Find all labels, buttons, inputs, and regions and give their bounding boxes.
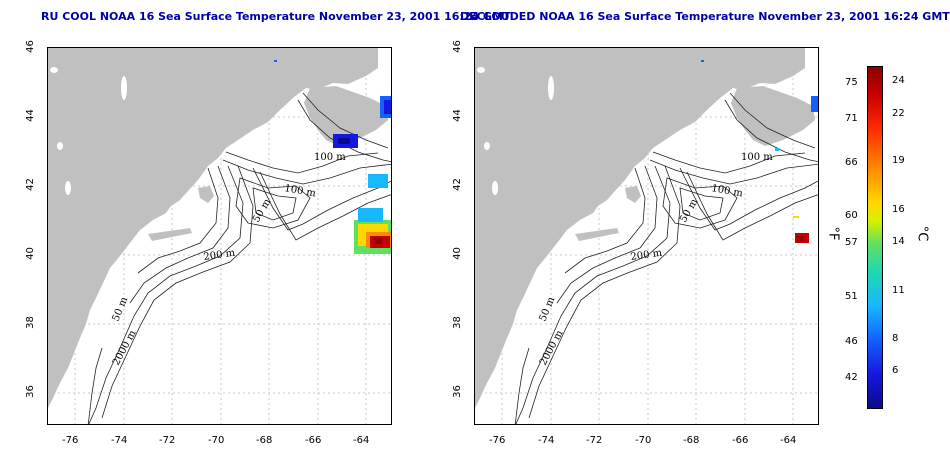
celsius-tick: 16	[892, 204, 905, 215]
right-map-title: DECLOUDED NOAA 16 Sea Surface Temperatur…	[460, 10, 950, 23]
long-island	[148, 228, 192, 241]
lon-tick: -76	[489, 435, 506, 446]
lon-tick: -72	[586, 435, 603, 446]
fahrenheit-tick: 75	[845, 77, 858, 88]
lon-tick: -74	[538, 435, 555, 446]
lat-tick: 40	[24, 247, 36, 260]
left-map-panel[interactable]: 100 m 100 m 50 m 200 m 50 m 2000 m	[47, 47, 392, 425]
grid-lines	[48, 48, 391, 424]
sst-patches	[274, 60, 391, 254]
lon-tick: -64	[353, 435, 370, 446]
lat-tick: 42	[451, 178, 463, 191]
fahrenheit-tick: 51	[845, 291, 858, 302]
lat-tick: 36	[451, 385, 463, 398]
celsius-tick: 19	[892, 155, 905, 166]
celsius-tick: 6	[892, 365, 899, 376]
lon-tick: -70	[208, 435, 225, 446]
temperature-colorbar	[867, 66, 883, 409]
right-map-panel[interactable]: 100 m 100 m 50 m 200 m 50 m 2000 m	[474, 47, 819, 425]
sst-patches	[701, 60, 818, 243]
bathymetry-contours	[514, 92, 818, 424]
fahrenheit-tick: 57	[845, 237, 858, 248]
lon-tick: -66	[732, 435, 749, 446]
contour-label-50-south: 50 m	[111, 295, 131, 323]
lat-tick: 44	[451, 109, 463, 122]
celsius-tick: 11	[892, 285, 905, 296]
fahrenheit-tick: 42	[845, 372, 858, 383]
lon-tick: -70	[635, 435, 652, 446]
land-mass	[475, 48, 805, 408]
lat-tick: 36	[24, 385, 36, 398]
lat-tick: 42	[24, 178, 36, 191]
lat-tick: 38	[451, 316, 463, 329]
left-map-title: RU COOL NOAA 16 Sea Surface Temperature …	[41, 10, 511, 23]
lon-tick: -64	[780, 435, 797, 446]
celsius-tick: 24	[892, 75, 905, 86]
fahrenheit-tick: 60	[845, 210, 858, 221]
inland-lakes	[477, 67, 554, 195]
lat-tick: 40	[451, 247, 463, 260]
lon-tick: -66	[305, 435, 322, 446]
land-mass	[48, 48, 378, 408]
lon-tick: -68	[256, 435, 273, 446]
cape-cod	[625, 186, 641, 203]
celsius-tick: 8	[892, 333, 899, 344]
lon-tick: -74	[111, 435, 128, 446]
grid-lines	[475, 48, 818, 424]
cape-cod	[198, 186, 214, 203]
celsius-tick: 22	[892, 108, 905, 119]
right-map-svg: 100 m 100 m 50 m 200 m 50 m 2000 m	[475, 48, 818, 424]
lon-tick: -72	[159, 435, 176, 446]
lon-tick: -76	[62, 435, 79, 446]
contour-label-100-north: 100 m	[741, 152, 773, 163]
contour-label-2000: 2000 m	[111, 328, 139, 367]
fahrenheit-tick: 46	[845, 336, 858, 347]
fahrenheit-unit-label: °F	[825, 226, 841, 241]
contour-label-200: 200 m	[630, 248, 663, 263]
celsius-tick: 14	[892, 236, 905, 247]
celsius-unit-label: °C	[914, 225, 930, 242]
lat-tick: 38	[24, 316, 36, 329]
nova-scotia	[304, 86, 388, 146]
lon-tick: -68	[683, 435, 700, 446]
contour-label-100-north: 100 m	[314, 152, 346, 163]
inland-lakes	[50, 67, 127, 195]
long-island	[575, 228, 619, 241]
contour-label-2000: 2000 m	[538, 328, 566, 367]
left-map-svg: 100 m 100 m 50 m 200 m 50 m 2000 m	[48, 48, 391, 424]
fahrenheit-tick: 66	[845, 157, 858, 168]
contour-label-200: 200 m	[203, 248, 236, 263]
nova-scotia	[731, 86, 815, 146]
lat-tick: 46	[451, 40, 463, 53]
fahrenheit-tick: 71	[845, 113, 858, 124]
lat-tick: 46	[24, 40, 36, 53]
lat-tick: 44	[24, 109, 36, 122]
contour-label-50-south: 50 m	[538, 295, 558, 323]
